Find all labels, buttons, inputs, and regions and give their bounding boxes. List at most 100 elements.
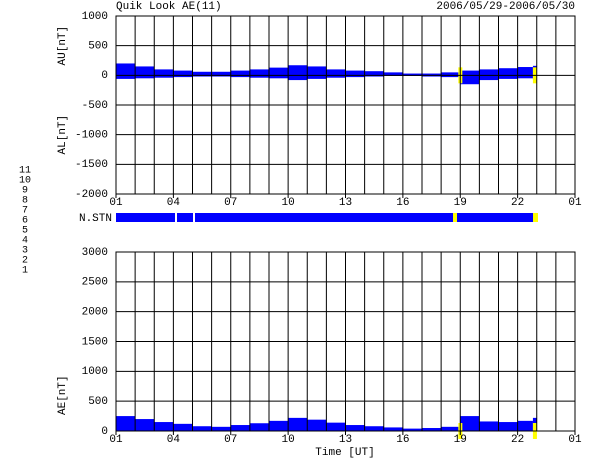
x-tick-label: 13 <box>339 197 352 209</box>
station-label: 6 <box>22 216 28 227</box>
y-tick-label: 1500 <box>82 336 108 348</box>
x-tick-label: 22 <box>511 434 524 446</box>
bar <box>192 426 212 431</box>
bar <box>135 66 155 76</box>
x-tick-label: 01 <box>568 434 582 446</box>
y-tick-label: 1000 <box>82 366 108 378</box>
bar <box>154 69 174 76</box>
station-label: 8 <box>22 196 28 207</box>
bar <box>479 75 499 81</box>
bar <box>211 426 231 431</box>
station-label: 11 <box>19 166 31 177</box>
bar <box>116 416 136 431</box>
x-tick-label: 04 <box>167 197 181 209</box>
bar <box>116 75 136 79</box>
x-tick-label: 16 <box>396 434 409 446</box>
nstn-flag <box>533 213 538 222</box>
x-tick-label: 10 <box>282 434 295 446</box>
x-tick-label: 01 <box>568 197 582 209</box>
bar <box>192 71 212 76</box>
y-axis-label: AE[nT] <box>57 375 69 415</box>
y-tick-label: 0 <box>101 70 108 82</box>
x-tick-label: 01 <box>109 197 123 209</box>
x-tick-label: 01 <box>109 434 123 446</box>
bar <box>116 63 136 76</box>
station-label: 4 <box>22 236 28 247</box>
bar <box>402 73 422 76</box>
y-tick-label: 500 <box>88 396 108 408</box>
bar <box>460 416 480 431</box>
bar <box>498 68 518 76</box>
bar <box>517 420 533 431</box>
bar <box>460 70 480 76</box>
bar <box>173 75 193 78</box>
bar <box>307 75 327 79</box>
bar <box>173 423 193 431</box>
bar <box>326 75 346 78</box>
x-tick-label: 07 <box>224 197 237 209</box>
bar <box>230 70 250 76</box>
x-tick-label: 07 <box>224 434 237 446</box>
bar <box>288 417 308 431</box>
y-tick-label: -1500 <box>75 159 108 171</box>
x-tick-label: 16 <box>396 197 409 209</box>
bar <box>192 75 212 77</box>
station-label: 2 <box>22 256 28 267</box>
bar <box>517 67 533 76</box>
bar <box>173 70 193 76</box>
bar <box>154 75 174 78</box>
x-tick-label: 10 <box>282 197 295 209</box>
bar <box>249 423 269 431</box>
bar <box>326 69 346 76</box>
bar <box>441 426 461 431</box>
y-tick-label: 3000 <box>82 247 108 259</box>
title: Quik Look AE(11) <box>116 1 222 13</box>
bar <box>460 75 480 85</box>
station-label: 3 <box>22 246 28 257</box>
bar <box>269 67 289 76</box>
bar <box>211 75 231 77</box>
bar <box>249 75 269 78</box>
bar <box>517 75 533 79</box>
bar <box>307 66 327 76</box>
bar <box>230 75 250 78</box>
y-tick-label: -2000 <box>75 189 108 201</box>
bar <box>230 425 250 431</box>
nstn-gap <box>193 213 195 222</box>
bar <box>441 72 461 76</box>
bar <box>326 422 346 431</box>
y-tick-label: 0 <box>101 426 108 438</box>
bar <box>154 422 174 431</box>
bar <box>498 75 518 79</box>
y-tick-label: 1000 <box>82 11 108 23</box>
bar <box>345 425 365 431</box>
nstn-bar <box>116 213 538 222</box>
station-label: 5 <box>22 226 28 237</box>
bar <box>288 65 308 76</box>
bar <box>364 75 384 77</box>
x-tick-label: 19 <box>454 434 467 446</box>
nstn-label: N.STN <box>79 213 112 225</box>
bar <box>383 72 403 76</box>
bar <box>345 70 365 76</box>
x-axis-label: Time [UT] <box>315 447 374 459</box>
y-axis-label: AU[nT] <box>57 26 69 66</box>
y-axis-label: AL[nT] <box>57 115 69 155</box>
bar <box>422 73 442 76</box>
bar <box>345 75 365 78</box>
station-label: 1 <box>22 266 28 277</box>
y-tick-label: 2000 <box>82 307 108 319</box>
bar <box>269 75 289 79</box>
nstn-fill <box>116 213 533 222</box>
bar <box>288 75 308 81</box>
bar <box>402 428 422 431</box>
station-label: 7 <box>22 206 28 217</box>
bar <box>422 428 442 431</box>
y-tick-label: 500 <box>88 41 108 53</box>
x-tick-label: 13 <box>339 434 352 446</box>
station-label: 9 <box>22 186 28 197</box>
bar <box>364 426 384 431</box>
y-tick-label: 2500 <box>82 277 108 289</box>
bar <box>269 420 289 431</box>
